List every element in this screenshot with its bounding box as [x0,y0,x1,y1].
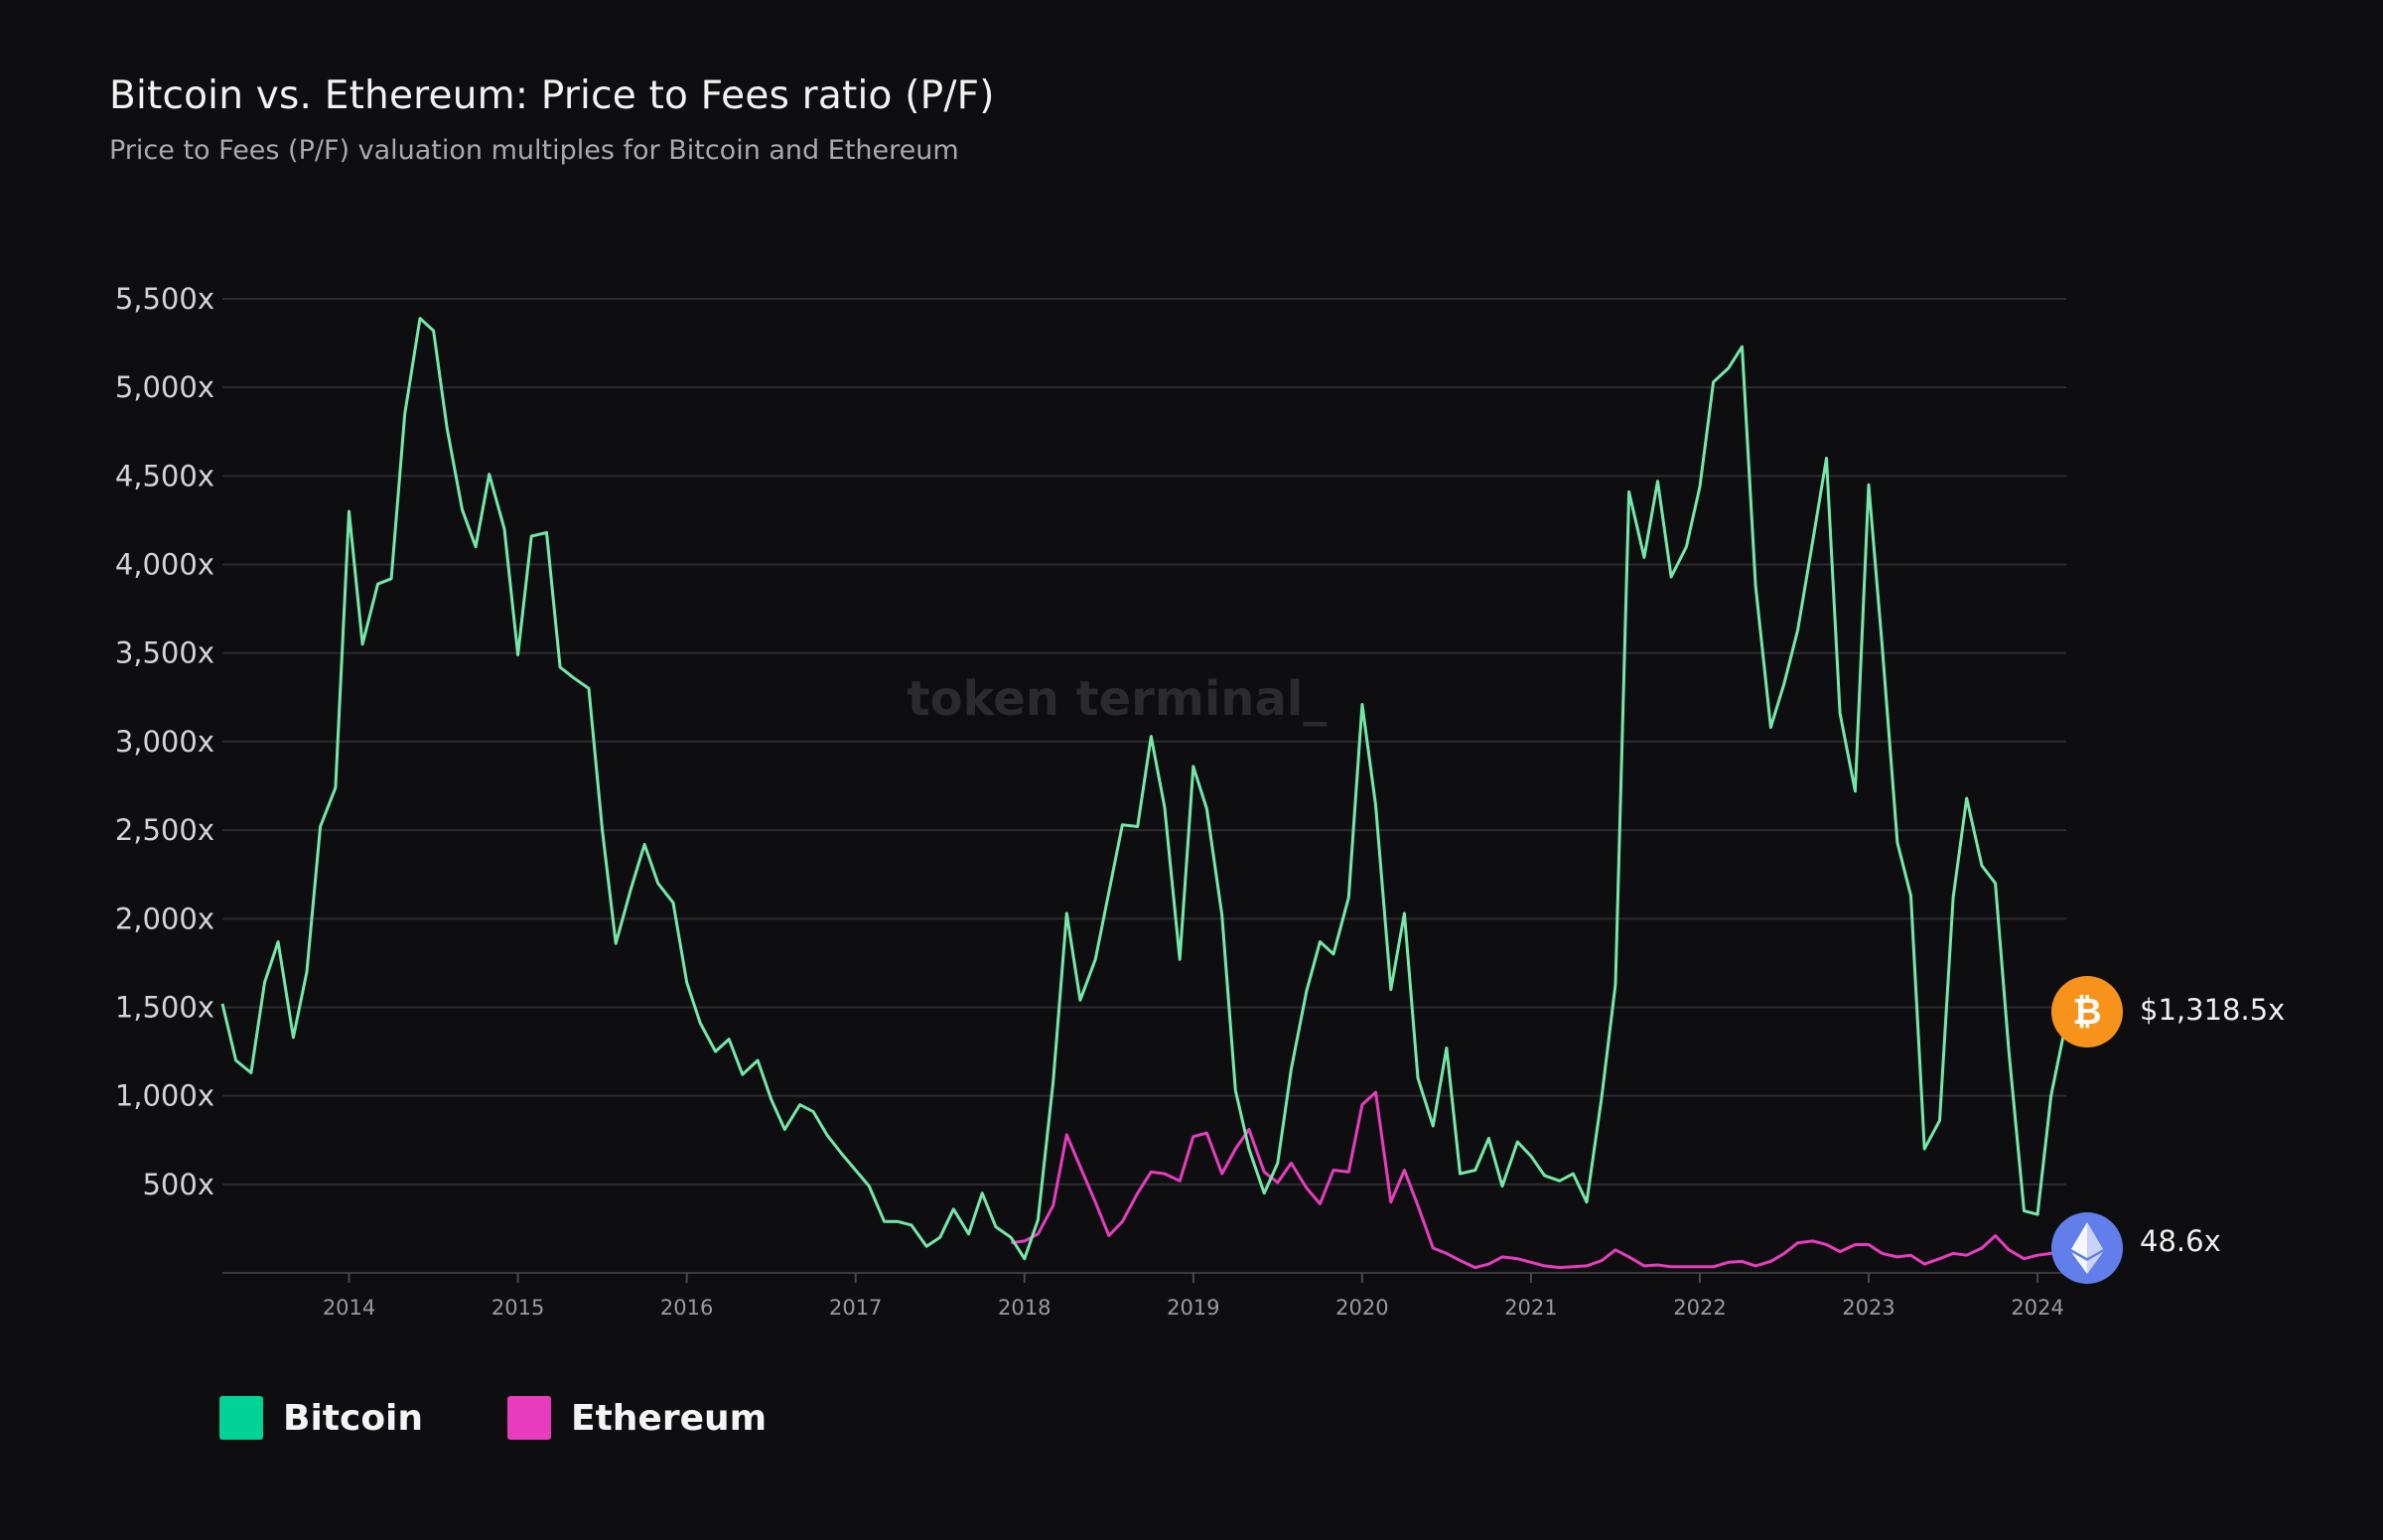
legend-swatch-bitcoin [219,1396,263,1440]
legend-label-bitcoin: Bitcoin [283,1397,424,1439]
y-tick-label: 5,500x [115,282,214,316]
series-line-bitcoin[interactable] [220,317,2068,1261]
y-tick-label: 4,000x [115,548,214,582]
legend-swatch-ethereum [507,1396,551,1440]
y-tick-label: 4,500x [115,459,214,492]
x-tick-label: 2024 [2011,1296,2063,1320]
ethereum-end-value: 48.6x [2140,1224,2221,1258]
x-axis-ticks: 2014 2015 2016 2017 2018 2019 2020 2021 2022 2023… [323,1273,2064,1320]
y-axis-ticks: 500x 1,000x 1,500x 2,000x 2,500x 3,000x 3,500x… [115,282,214,1201]
legend-label-ethereum: Ethereum [571,1397,768,1439]
x-tick-label: 2023 [1842,1296,1894,1320]
y-tick-label: 3,000x [115,725,214,759]
y-tick-label: 3,500x [115,636,214,670]
x-tick-label: 2019 [1167,1296,1219,1320]
y-tick-label: 2,000x [115,902,214,935]
watermark-text: token terminal_ [908,671,1328,727]
legend-ethereum[interactable]: Ethereum [507,1396,767,1440]
x-tick-label: 2022 [1673,1296,1726,1320]
y-tick-label: 1,500x [115,990,214,1024]
x-tick-label: 2016 [660,1296,713,1320]
y-tick-label: 500x [142,1168,214,1201]
grid-lines [222,298,2066,1274]
bitcoin-icon: ₿ [2072,992,2101,1033]
y-tick-label: 1,000x [115,1079,214,1113]
bitcoin-end-value: $1,318.5x [2140,993,2286,1027]
x-tick-label: 2018 [998,1296,1051,1320]
series-lines [220,317,2068,1270]
y-tick-label: 2,500x [115,813,214,847]
x-tick-label: 2021 [1504,1296,1557,1320]
legend-bitcoin[interactable]: Bitcoin [219,1396,423,1440]
x-tick-label: 2014 [323,1296,375,1320]
y-tick-label: 5,000x [115,370,214,404]
bitcoin-badge: ₿ [2051,976,2123,1048]
x-tick-label: 2020 [1335,1296,1388,1320]
chart-subtitle: Price to Fees (P/F) valuation multiples … [109,135,959,166]
series-line-ethereum[interactable] [1011,1090,2067,1270]
chart-title: Bitcoin vs. Ethereum: Price to Fees rati… [109,73,995,118]
x-tick-label: 2015 [491,1296,544,1320]
ethereum-icon [2071,1222,2103,1274]
svg-text:₿: ₿ [2072,992,2101,1033]
ethereum-badge [2051,1212,2123,1284]
x-tick-label: 2017 [829,1296,882,1320]
